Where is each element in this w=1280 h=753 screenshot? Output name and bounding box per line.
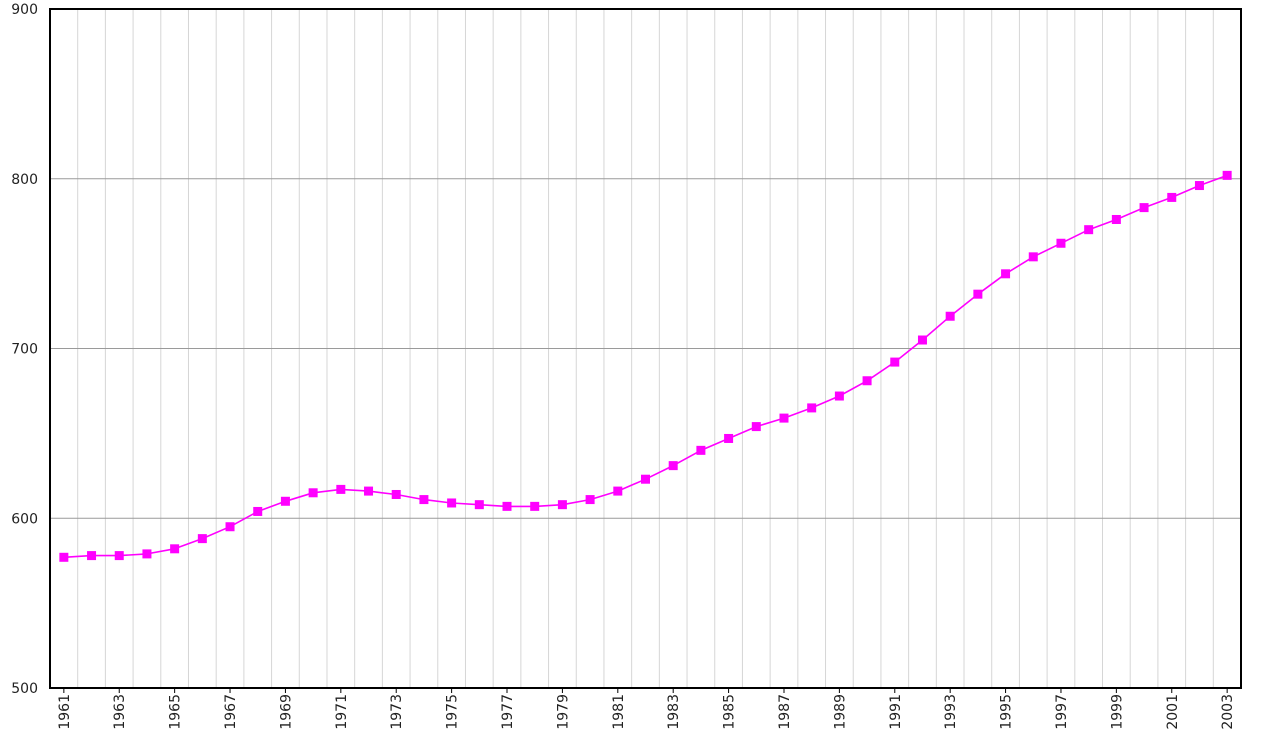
data-point-marker — [530, 501, 540, 511]
x-tick-label: 1971 — [334, 694, 350, 730]
data-point-marker — [1056, 238, 1066, 248]
x-tick-label: 1977 — [500, 694, 516, 730]
x-tick-label: 1993 — [943, 694, 959, 730]
data-series — [59, 170, 1232, 562]
data-point-marker — [834, 391, 844, 401]
x-tick-label: 1997 — [1054, 694, 1070, 730]
data-point-marker — [391, 489, 401, 499]
data-point-marker — [1084, 225, 1094, 235]
data-point-marker — [447, 498, 457, 508]
data-point-marker — [59, 552, 69, 562]
data-point-marker — [474, 500, 484, 510]
data-point-marker — [280, 496, 290, 506]
data-point-marker — [724, 433, 734, 443]
plot-frame — [49, 8, 1242, 689]
data-point-marker — [751, 422, 761, 432]
data-point-marker — [641, 474, 650, 484]
grid — [50, 9, 1241, 688]
data-point-marker — [557, 500, 567, 510]
x-tick-label: 1979 — [555, 694, 571, 730]
data-point-marker — [973, 289, 983, 299]
x-tick-label: 1967 — [223, 694, 239, 730]
data-point-marker — [87, 551, 97, 561]
x-tick-label: 1963 — [112, 694, 128, 730]
x-tick-label: 2001 — [1165, 694, 1181, 730]
x-tick-label: 1965 — [168, 694, 184, 730]
data-point-marker — [1001, 269, 1011, 279]
data-point-marker — [502, 501, 512, 511]
x-tick-label: 1989 — [832, 694, 848, 730]
x-tick-label: 1983 — [666, 694, 682, 730]
axis-ticks: 500 600 700 800 900 1961 1963 1965 1967 1969 1971 1… — [11, 2, 1236, 730]
data-point-marker — [779, 413, 789, 423]
data-point-marker — [1111, 214, 1121, 224]
y-tick-label: 900 — [11, 2, 38, 18]
series-line — [63, 174, 1228, 559]
x-tick-label: 1973 — [389, 694, 405, 730]
data-point-marker — [862, 376, 872, 386]
data-point-marker — [114, 551, 124, 561]
data-point-marker — [419, 495, 429, 505]
data-point-marker — [364, 486, 374, 496]
x-tick-label: 1981 — [611, 694, 627, 730]
data-point-marker — [225, 522, 235, 532]
data-point-marker — [696, 445, 706, 455]
x-tick-label: 1985 — [722, 694, 738, 730]
x-tick-label: 1995 — [999, 694, 1015, 730]
data-point-marker — [807, 403, 817, 413]
y-tick-label: 500 — [11, 681, 38, 697]
data-point-marker — [142, 549, 152, 559]
x-tick-label: 1991 — [888, 694, 904, 730]
data-point-marker — [1222, 170, 1232, 180]
data-point-marker — [1028, 252, 1038, 262]
data-point-marker — [1194, 181, 1204, 191]
y-tick-label: 800 — [11, 172, 38, 188]
data-point-marker — [308, 488, 318, 498]
data-point-marker — [1167, 192, 1177, 202]
data-point-marker — [1139, 203, 1149, 213]
data-point-marker — [585, 495, 595, 505]
x-tick-label: 1975 — [445, 694, 461, 730]
data-point-marker — [668, 461, 678, 471]
x-tick-label: 1987 — [777, 694, 793, 730]
y-tick-label: 600 — [11, 511, 38, 527]
x-tick-label: 1969 — [278, 694, 294, 730]
x-tick-label: 1999 — [1109, 694, 1125, 730]
x-tick-label: 1961 — [57, 694, 73, 730]
data-point-marker — [890, 357, 900, 367]
data-point-marker — [945, 311, 955, 321]
y-tick-label: 700 — [11, 342, 38, 358]
data-point-marker — [197, 534, 207, 544]
data-point-marker — [917, 335, 927, 345]
x-tick-label: 2003 — [1220, 694, 1236, 730]
data-point-marker — [613, 486, 623, 496]
data-point-marker — [253, 506, 263, 516]
data-point-marker — [170, 544, 180, 554]
data-point-marker — [336, 484, 346, 494]
